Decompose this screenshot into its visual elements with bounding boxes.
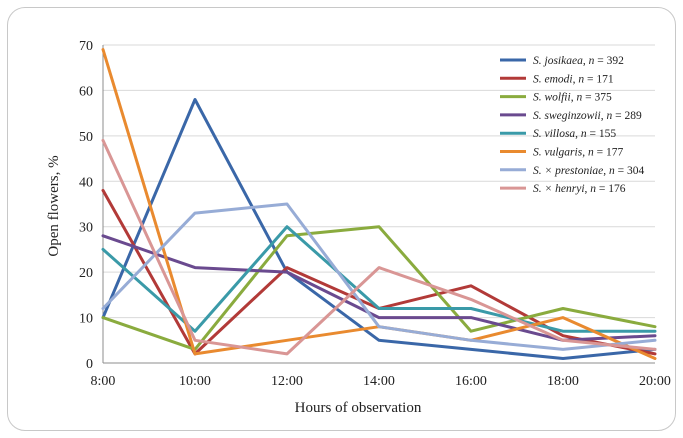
y-tick-label: 20	[79, 266, 93, 281]
y-tick-label: 50	[79, 130, 93, 145]
x-tick-label: 20:00	[639, 374, 671, 389]
x-tick-labels: 8:00 10:00 12:00 14:00 16:00 18:00 20:00	[91, 374, 671, 389]
x-tick-label: 18:00	[547, 374, 579, 389]
legend-label-part: ,	[603, 165, 609, 177]
legend-label-part: S. × henryi	[533, 183, 585, 195]
legend-label-part: S. villosa	[533, 128, 575, 140]
x-tick-label: 14:00	[363, 374, 395, 389]
y-tick-label: 30	[79, 221, 93, 236]
y-tick-label: 60	[79, 84, 93, 99]
legend-label-part: = 304	[615, 165, 645, 177]
y-tick-label: 0	[86, 357, 93, 372]
legend-label-part: S. josikaea	[533, 55, 583, 67]
y-tick-label: 70	[79, 39, 93, 54]
series-line	[101, 225, 657, 333]
legend-label-part: ,	[601, 110, 607, 122]
grid-lines	[103, 44, 655, 319]
series-lines	[101, 48, 657, 360]
legend-label-part: S. emodi	[533, 73, 573, 85]
legend-label-part: n	[581, 128, 587, 140]
legend-label-part: = 392	[594, 55, 624, 67]
legend-label: S. sweginzowii, n = 289	[533, 110, 642, 122]
legend-label-part: ,	[571, 92, 577, 104]
axes	[102, 45, 655, 364]
legend-label-part: S. sweginzowii	[533, 110, 601, 122]
x-tick-label: 16:00	[455, 374, 487, 389]
series-line	[101, 202, 657, 351]
legend-label-part: n	[589, 55, 595, 67]
legend-label-part: S. × prestoniae	[533, 165, 603, 177]
series-line	[101, 138, 657, 356]
legend-label: S. emodi, n = 171	[533, 73, 614, 85]
legend-label-part: ,	[575, 128, 581, 140]
legend-label: S. josikaea, n = 392	[533, 55, 624, 67]
series-line	[101, 98, 657, 360]
legend-label: S. villosa, n = 155	[533, 128, 616, 140]
y-tick-labels: 0 10 20 30 40 50 60 70	[79, 39, 93, 372]
legend-label-part: n	[578, 73, 584, 85]
legend-label-part: n	[609, 165, 615, 177]
legend-label-part: S. wolfii	[533, 92, 571, 104]
legend-label-part: n	[588, 147, 594, 159]
y-tick-label: 40	[79, 175, 93, 190]
legend-label-part: n	[590, 183, 596, 195]
legend-label-part: = 177	[594, 147, 624, 159]
x-tick-label: 12:00	[271, 374, 303, 389]
legend-label-part: S. vulgaris	[533, 147, 583, 159]
legend-label-part: = 171	[584, 73, 614, 85]
legend-label-part: n	[606, 110, 612, 122]
x-axis-title: Hours of observation	[295, 400, 422, 416]
x-tick-label: 8:00	[91, 374, 116, 389]
legend-label-part: ,	[583, 55, 589, 67]
legend-label-part: ,	[582, 147, 588, 159]
legend-label-part: n	[576, 92, 582, 104]
x-tick-label: 10:00	[179, 374, 211, 389]
legend-label: S. vulgaris, n = 177	[533, 147, 623, 159]
y-axis-title: Open flowers, %	[46, 155, 62, 256]
y-tick-label: 10	[79, 312, 93, 327]
legend-label: S. × henryi, n = 176	[533, 183, 626, 195]
legend-label-part: = 155	[587, 128, 617, 140]
legend-label: S. × prestoniae, n = 304	[533, 165, 645, 177]
legend-label: S. wolfii, n = 375	[533, 92, 612, 104]
legend-label-part: = 176	[596, 183, 626, 195]
legend-label-part: = 289	[612, 110, 642, 122]
legend-label-part: ,	[573, 73, 579, 85]
legend-label-part: ,	[585, 183, 591, 195]
legend-label-part: = 375	[582, 92, 612, 104]
